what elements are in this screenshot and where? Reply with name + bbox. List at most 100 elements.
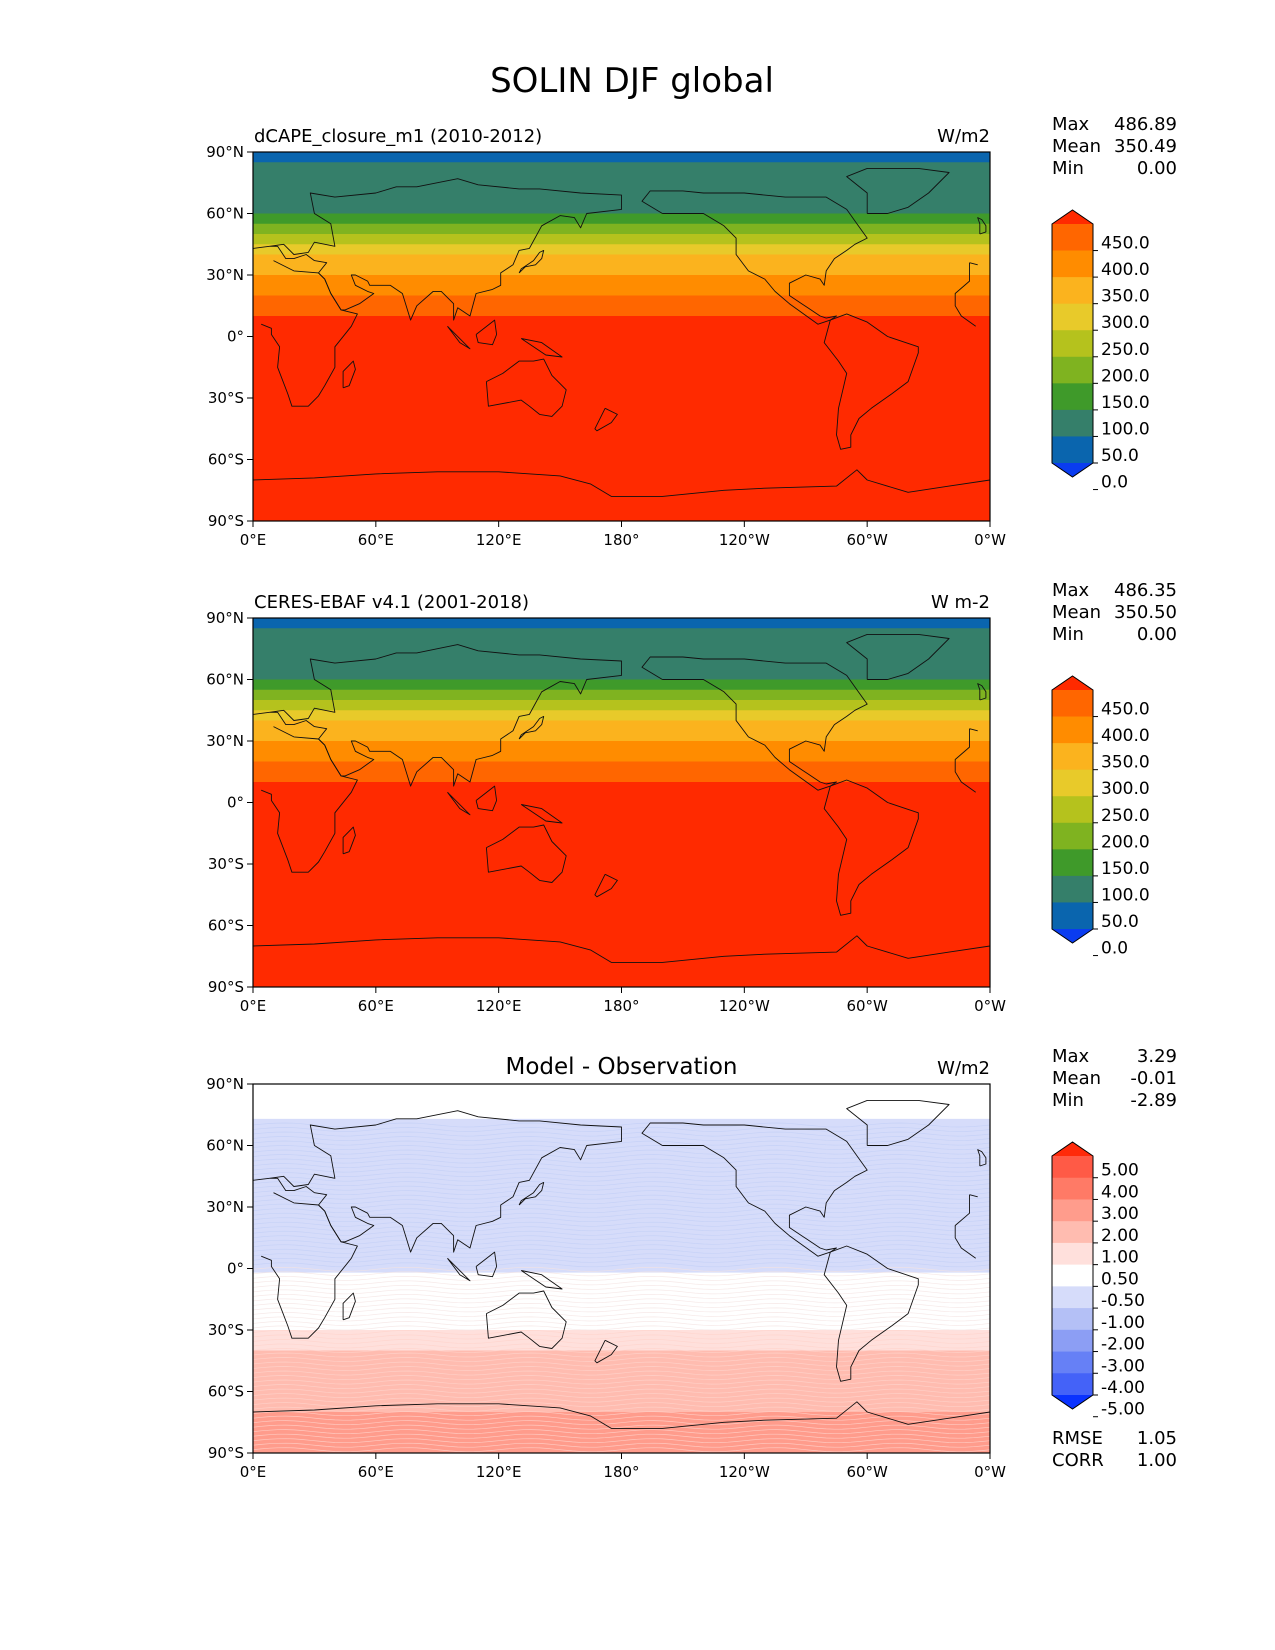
difference-texture [252, 1433, 991, 1439]
difference-texture [252, 1266, 991, 1272]
map-band [253, 700, 990, 711]
stat-value: 486.89 [1114, 114, 1177, 135]
lat-tick-label: 90°N [206, 1075, 244, 1093]
stat-label: Min [1052, 1090, 1084, 1111]
difference-texture [252, 1275, 991, 1281]
colorbar-label: 300.0 [1101, 779, 1150, 799]
colorbar-swatch [1052, 822, 1093, 850]
colorbar-label: 50.0 [1101, 912, 1139, 932]
colorbar-extend-top [1052, 1142, 1093, 1156]
difference-texture [252, 1415, 991, 1421]
difference-texture [252, 1384, 991, 1389]
difference-texture [252, 1411, 991, 1417]
lat-tick-label: 0° [227, 1260, 244, 1278]
lat-tick-label: 30°S [208, 389, 244, 407]
difference-texture [252, 1307, 991, 1313]
coastline [261, 1192, 978, 1339]
colorbar-swatch [1052, 1373, 1093, 1396]
coastline [641, 656, 868, 791]
stat-label: Max [1052, 580, 1090, 601]
coastline [520, 338, 563, 358]
map-band [253, 459, 990, 512]
figure-title: SOLIN DJF global [490, 61, 774, 101]
colorbar-label: 100.0 [1101, 885, 1150, 905]
stat-value: -2.89 [1130, 1090, 1177, 1111]
colorbar-label: 300.0 [1101, 313, 1150, 333]
colorbar-label: 5.00 [1101, 1161, 1139, 1181]
difference-texture [252, 1303, 991, 1308]
difference-texture [252, 1257, 991, 1263]
colorbar-label: 200.0 [1101, 832, 1150, 852]
coastline [253, 469, 990, 497]
difference-texture [252, 1181, 991, 1187]
coastline [594, 407, 618, 432]
colorbar-extend-top [1052, 676, 1093, 690]
difference-texture [252, 1334, 991, 1340]
coastline [475, 1251, 498, 1278]
map-band [253, 710, 990, 721]
colorbar-label: 4.00 [1101, 1182, 1139, 1202]
difference-texture [252, 1212, 991, 1218]
colorbar-label: -1.00 [1101, 1313, 1145, 1333]
colorbar-swatch [1052, 875, 1093, 903]
panel-diff: 90°N 60°N 30°N 0° 30°S 60°S 90°S0°E 60°E 120°E 18… [206, 1046, 1177, 1481]
coastline [977, 683, 987, 701]
lat-tick-label: 90°N [206, 143, 244, 161]
lon-tick-label: 0°E [240, 531, 267, 549]
difference-texture [252, 1348, 991, 1353]
colorbar-label: 200.0 [1101, 366, 1150, 386]
colorbar-swatch [1052, 690, 1093, 717]
colorbar-swatch [1052, 743, 1093, 771]
difference-texture [252, 1284, 991, 1290]
colorbar-swatch [1052, 1242, 1093, 1266]
map-band [253, 679, 990, 691]
stat-label: RMSE [1052, 1428, 1103, 1449]
difference-texture [252, 1420, 991, 1426]
colorbar-label: 400.0 [1101, 260, 1150, 280]
map-band [253, 741, 990, 762]
colorbar: 5.004.003.002.001.000.50-0.50-1.00-2.00-… [1051, 1141, 1145, 1420]
coastline [485, 358, 567, 417]
lat-tick-label: 60°N [206, 1137, 244, 1155]
colorbar: 450.0 400.0 350.0 300.0 250.0 200.0 150.0 100.0… [1051, 209, 1150, 493]
colorbar-swatch [1052, 356, 1093, 384]
lat-tick-label: 60°S [208, 1383, 244, 1401]
difference-texture [252, 1447, 991, 1453]
difference-texture [252, 1194, 991, 1200]
coastline [641, 1122, 868, 1257]
coastline [594, 1339, 618, 1364]
coastline [846, 167, 950, 214]
map-band [253, 812, 990, 926]
lon-tick-label: 60°W [846, 997, 888, 1015]
colorbar-swatch [1052, 1156, 1093, 1179]
coastline [485, 824, 567, 883]
difference-texture [252, 1289, 991, 1295]
difference-texture [252, 1352, 991, 1358]
lon-tick-label: 0°W [974, 1463, 1006, 1481]
colorbar-label: 250.0 [1101, 806, 1150, 826]
difference-texture [252, 1199, 991, 1205]
coastline [520, 804, 563, 824]
stat-value: 3.29 [1137, 1046, 1177, 1067]
coastline [342, 1292, 356, 1321]
colorbar-swatch [1052, 436, 1093, 464]
coastline [977, 217, 987, 235]
lon-tick-label: 120°W [719, 997, 770, 1015]
colorbar-swatch [1052, 303, 1093, 331]
coastlines [253, 1099, 990, 1429]
coastline [977, 1149, 987, 1167]
stat-value: 350.49 [1114, 136, 1177, 157]
colorbar-label: 150.0 [1101, 393, 1150, 413]
difference-texture [252, 1145, 991, 1150]
lat-tick-label: 30°S [208, 855, 244, 873]
difference-texture [252, 1321, 991, 1326]
map-band [253, 618, 990, 629]
coastline [447, 1257, 471, 1282]
coastline [594, 873, 618, 898]
map-band [253, 925, 990, 978]
colorbar-label: -5.00 [1101, 1400, 1145, 1420]
difference-texture [252, 1370, 991, 1376]
difference-texture [252, 1226, 991, 1232]
colorbar-swatch [1052, 1199, 1093, 1222]
map-band [253, 213, 990, 225]
